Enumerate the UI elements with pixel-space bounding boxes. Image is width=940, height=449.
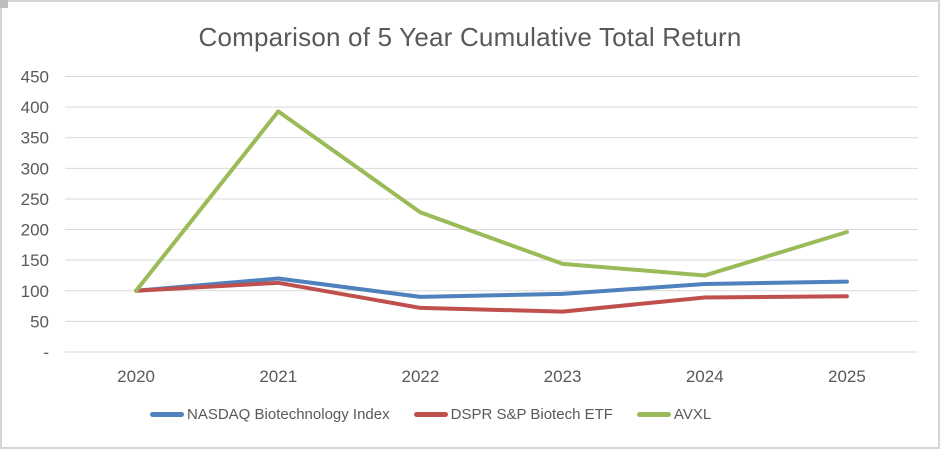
chart-legend: NASDAQ Biotechnology Index DSPR S&P Biot…	[150, 406, 711, 423]
series-line-nasdaq-biotechnology-index	[134, 276, 849, 299]
x-axis-tick-label: 2025	[828, 367, 866, 386]
legend-item-dspr-sp-biotech-etf: DSPR S&P Biotech ETF	[413, 406, 613, 423]
series-line-avxl	[134, 109, 849, 293]
corner-handle	[0, 0, 8, 8]
y-axis-tick-label: -	[43, 343, 49, 362]
legend-item-avxl: AVXL	[636, 406, 712, 423]
y-axis-tick-label: 450	[21, 68, 49, 87]
legend-item-nasdaq-biotechnology-index: NASDAQ Biotechnology Index	[150, 406, 390, 423]
y-axis-tick-label: 350	[21, 129, 49, 148]
x-axis-tick-label: 2020	[117, 367, 155, 386]
y-axis-tick-label: 150	[21, 251, 49, 270]
y-axis-tick-label: 50	[30, 312, 49, 331]
legend-swatch-dspr-sp-biotech-etf	[413, 412, 448, 417]
x-axis-tick-label: 2023	[544, 367, 582, 386]
legend-swatch-nasdaq-biotechnology-index	[150, 412, 184, 417]
x-axis-tick-label: 2024	[686, 367, 724, 386]
x-axis-tick-label: 2022	[402, 367, 440, 386]
y-axis-tick-label: 250	[21, 190, 49, 209]
legend-swatch-avxl	[636, 412, 671, 417]
legend-label: DSPR S&P Biotech ETF	[450, 406, 613, 423]
y-axis-tick-label: 100	[21, 282, 49, 301]
y-axis-tick-label: 200	[21, 221, 49, 240]
y-axis-tick-label: 400	[21, 98, 49, 117]
legend-label: NASDAQ Biotechnology Index	[187, 406, 390, 423]
series-line-dspr-s-p-biotech-etf	[134, 280, 849, 314]
chart-title: Comparison of 5 Year Cumulative Total Re…	[198, 22, 742, 52]
x-axis-tick-label: 2021	[259, 367, 297, 386]
legend-label: AVXL	[673, 406, 712, 423]
y-axis-tick-label: 300	[21, 159, 49, 178]
